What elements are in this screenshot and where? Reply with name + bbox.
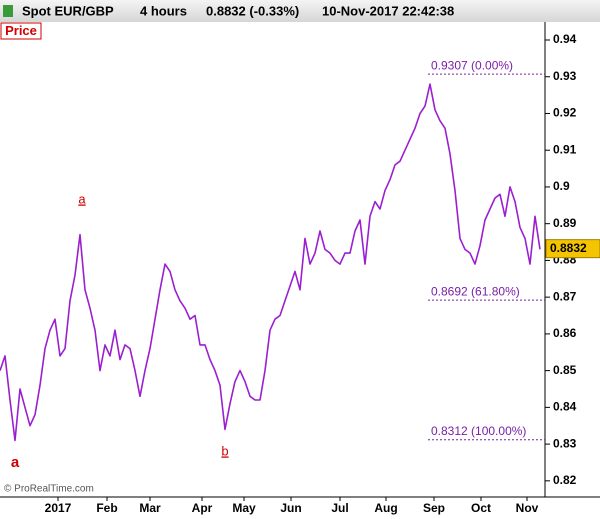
y-tick-label: 0.83 (553, 436, 577, 450)
y-tick-label: 0.9 (553, 179, 570, 193)
y-tick-label: 0.85 (553, 363, 577, 377)
instrument: Spot EUR/GBP (22, 3, 114, 18)
change: 0.8832 (-0.33%) (206, 3, 299, 18)
wave-label: a (11, 454, 20, 471)
x-tick-label: 2017 (45, 501, 72, 515)
y-tick-label: 0.84 (553, 400, 577, 414)
y-tick-label: 0.82 (553, 473, 577, 487)
x-tick-label: Jul (331, 501, 348, 515)
x-tick-label: Nov (516, 501, 539, 515)
x-tick-label: Sep (423, 501, 445, 515)
header-bar (0, 0, 600, 22)
y-tick-label: 0.92 (553, 106, 577, 120)
x-tick-label: Jun (280, 501, 301, 515)
header-icon (3, 5, 13, 17)
y-tick-label: 0.87 (553, 289, 577, 303)
x-tick-label: May (232, 501, 256, 515)
x-tick-label: Oct (471, 501, 491, 515)
fib-label: 0.8692 (61.80%) (431, 284, 520, 298)
price-line (0, 83, 541, 442)
interval: 4 hours (140, 3, 187, 18)
x-tick-label: Feb (96, 501, 117, 515)
y-tick-label: 0.93 (553, 69, 577, 83)
last-price-box (545, 239, 600, 259)
last-price-label: 0.8832 (550, 241, 587, 255)
y-tick-label: 0.89 (553, 216, 577, 230)
panel-label: Price (5, 23, 37, 38)
wave-label: b (221, 443, 228, 458)
panel-label-box (0, 22, 42, 40)
x-tick-label: Apr (192, 501, 213, 515)
y-tick-label: 0.86 (553, 326, 577, 340)
x-tick-label: Mar (139, 501, 161, 515)
copyright: © ProRealTime.com (4, 484, 94, 495)
fib-label: 0.9307 (0.00%) (431, 58, 513, 72)
y-tick-label: 0.91 (553, 142, 577, 156)
timestamp: 10-Nov-2017 22:42:38 (322, 3, 454, 18)
x-tick-label: Aug (374, 501, 397, 515)
fib-label: 0.8312 (100.00%) (431, 424, 526, 438)
y-tick-label: 0.94 (553, 32, 577, 46)
wave-label: a (78, 191, 86, 206)
